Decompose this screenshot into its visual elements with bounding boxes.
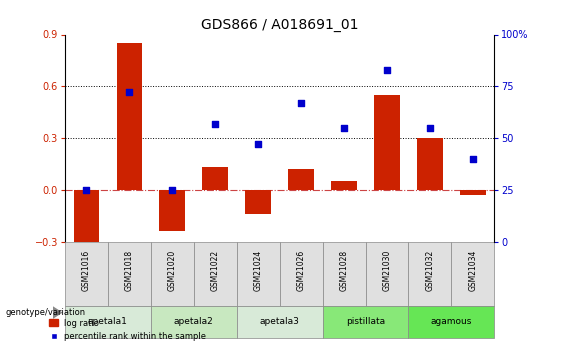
Bar [331,181,357,190]
Point [168,187,177,193]
Bar [374,95,400,190]
Bar [116,43,142,190]
Text: agamous: agamous [431,317,472,326]
Point [297,100,306,106]
Text: GSM21022: GSM21022 [211,250,220,291]
Point [383,67,392,72]
Text: genotype/variation: genotype/variation [6,308,86,317]
Polygon shape [53,306,63,319]
Bar [366,241,408,306]
Point [468,156,477,161]
Text: GSM21020: GSM21020 [168,250,177,291]
Text: pistillata: pistillata [346,317,385,326]
Bar [194,241,237,306]
Bar [73,190,99,245]
Bar [65,241,108,306]
Bar [280,241,323,306]
Text: GSM21024: GSM21024 [254,250,263,291]
Bar [151,306,237,338]
Text: apetala2: apetala2 [174,317,214,326]
Text: GSM21034: GSM21034 [468,250,477,291]
Bar [288,169,314,190]
Bar [159,190,185,231]
Text: GSM21016: GSM21016 [82,250,91,291]
Bar [245,190,271,214]
Bar [460,190,486,195]
Text: apetala1: apetala1 [88,317,128,326]
Text: GSM21032: GSM21032 [425,250,434,291]
Text: GSM21030: GSM21030 [383,250,392,291]
Bar [408,306,494,338]
Point [254,141,263,147]
Bar [417,138,443,190]
Bar [65,306,151,338]
Bar [323,241,366,306]
Bar [323,306,408,338]
Text: GSM21028: GSM21028 [340,250,349,291]
Bar [151,241,194,306]
Point [340,125,349,130]
Bar [451,241,494,306]
Text: GSM21018: GSM21018 [125,250,134,291]
Point [425,125,434,130]
Bar [408,241,451,306]
Bar [108,241,151,306]
Point [211,121,220,126]
Bar [202,167,228,190]
Point [82,187,91,193]
Legend: log ratio, percentile rank within the sample: log ratio, percentile rank within the sa… [49,319,206,341]
Bar [237,241,280,306]
Title: GDS866 / A018691_01: GDS866 / A018691_01 [201,18,358,32]
Text: apetala3: apetala3 [260,317,299,326]
Bar [237,306,323,338]
Text: GSM21026: GSM21026 [297,250,306,291]
Point [125,90,134,95]
